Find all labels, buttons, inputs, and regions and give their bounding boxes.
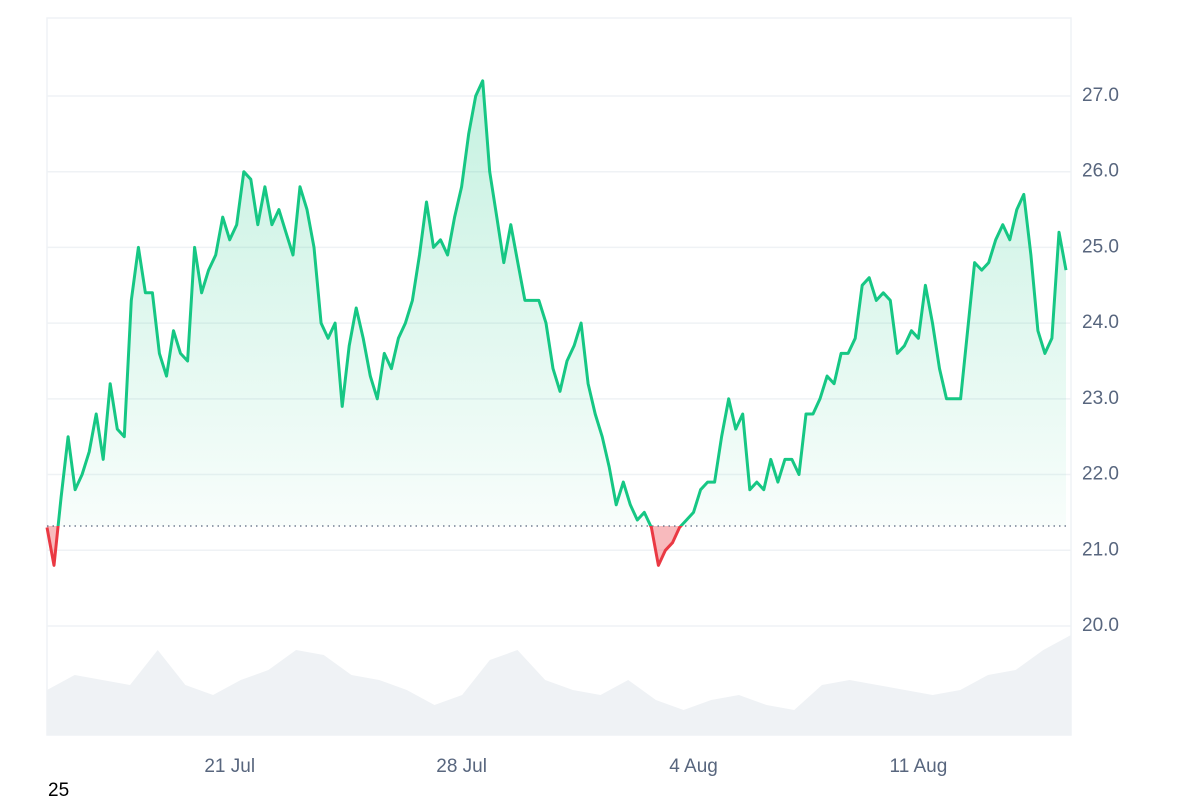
x-tick-label: 11 Aug xyxy=(890,756,948,777)
price-line xyxy=(45,79,1068,567)
x-tick-label: 28 Jul xyxy=(436,756,487,777)
y-tick-label: 22.0 xyxy=(1082,464,1119,485)
y-tick-label: 24.0 xyxy=(1082,312,1119,333)
footer-text: 25 xyxy=(48,780,69,800)
y-tick-label: 23.0 xyxy=(1082,388,1119,409)
x-tick-label: 4 Aug xyxy=(669,756,718,777)
y-tick-label: 27.0 xyxy=(1082,85,1119,106)
y-tick-label: 26.0 xyxy=(1082,161,1119,182)
price-area xyxy=(47,80,1066,566)
y-tick-label: 21.0 xyxy=(1082,539,1119,560)
volume-area xyxy=(47,635,1071,735)
x-tick-label: 21 Jul xyxy=(204,756,255,777)
y-tick-label: 20.0 xyxy=(1082,615,1119,636)
y-tick-label: 25.0 xyxy=(1082,236,1119,257)
